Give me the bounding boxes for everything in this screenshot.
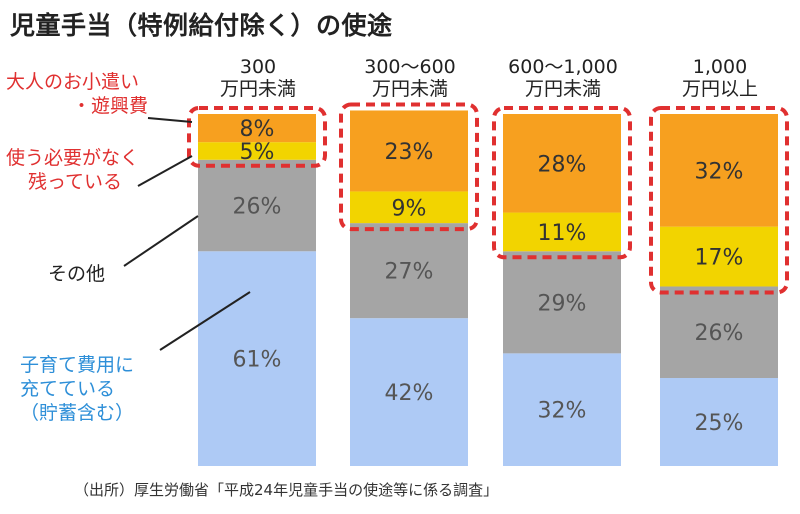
highlight-box-2 [492, 106, 632, 260]
source-note: （出所）厚生労働省「平成24年児童手当の使途等に係る調査」 [74, 481, 499, 499]
annotation-leisure: 大人のお小遣い ・遊興費 [6, 71, 149, 117]
bar-label-childcare-0: 61% [233, 348, 282, 373]
bar-label-other-1: 27% [385, 260, 434, 285]
bar-label-leisure-3: 32% [695, 159, 744, 184]
bar-label-childcare-1: 42% [385, 381, 434, 406]
bar-segment-childcare-0 [198, 251, 316, 466]
bar-label-unused-0: 5% [240, 140, 275, 165]
bar-segment-other-1 [350, 223, 468, 319]
highlight-box-1 [339, 102, 479, 232]
bar-label-childcare-2: 32% [538, 399, 587, 424]
category-label-1: 300〜600 万円未満 [364, 56, 456, 100]
category-label-0: 300 万円未満 [219, 56, 296, 100]
bar-segment-unused-1 [350, 191, 468, 224]
leader-line-0 [147, 117, 193, 123]
bar-label-unused-1: 9% [392, 196, 427, 221]
bar-label-unused-2: 11% [538, 221, 587, 246]
highlight-box-3 [649, 106, 789, 295]
bar-segment-leisure-1 [350, 110, 468, 192]
bar-segment-unused-2 [503, 212, 621, 252]
bar-segment-childcare-2 [503, 353, 621, 466]
bar-label-leisure-1: 23% [385, 140, 434, 165]
annotation-childcare: 子育て費用に 充てている （貯蓄含む） [20, 354, 135, 424]
chart-title: 児童手当（特例給付除く）の使途 [10, 11, 393, 40]
annotation-other: その他 [48, 263, 106, 285]
bar-segment-other-2 [503, 251, 621, 354]
bar-segment-unused-3 [660, 226, 778, 287]
bar-label-other-3: 26% [695, 321, 744, 346]
bar-segment-other-3 [660, 286, 778, 378]
bar-segment-leisure-2 [503, 114, 621, 213]
bar-label-other-2: 29% [538, 291, 587, 316]
bar-segment-unused-0 [198, 142, 316, 160]
bar-label-leisure-2: 28% [538, 152, 587, 177]
bar-segment-leisure-0 [198, 114, 316, 143]
bar-label-other-0: 26% [233, 195, 282, 220]
category-label-3: 1,000 万円以上 [681, 56, 758, 100]
bar-segment-childcare-3 [660, 378, 778, 466]
leader-line-2 [123, 215, 199, 267]
leader-line-1 [137, 155, 193, 187]
leader-line-3 [159, 291, 251, 351]
bar-segment-childcare-1 [350, 318, 468, 466]
bar-label-unused-3: 17% [695, 246, 744, 271]
highlight-box-0 [187, 106, 327, 168]
bar-segment-other-0 [198, 159, 316, 252]
bar-segment-leisure-3 [660, 114, 778, 227]
bar-label-childcare-3: 25% [695, 411, 744, 436]
bar-label-leisure-0: 8% [240, 117, 275, 142]
annotation-unused: 使う必要がなく 残っている [6, 147, 140, 193]
category-label-2: 600〜1,000 万円未満 [508, 56, 618, 100]
